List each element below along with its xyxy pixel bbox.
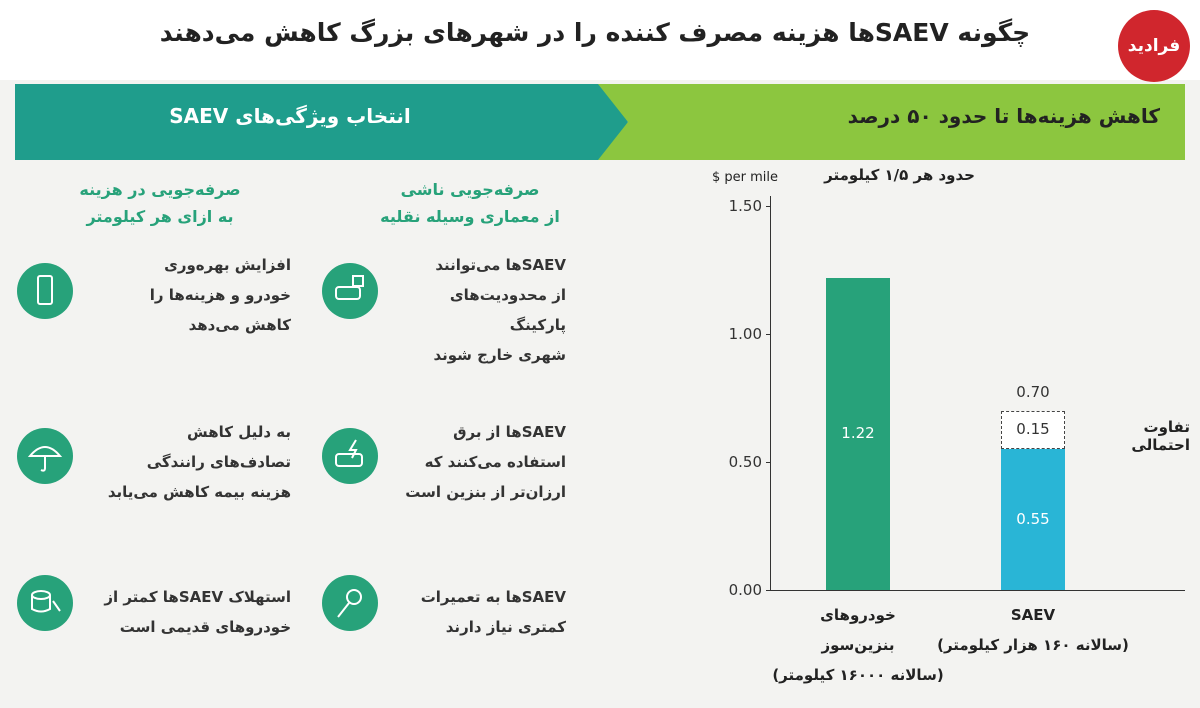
y-label: حدود هر ۱/۵ کیلومتر bbox=[824, 166, 975, 184]
logo: فرادید bbox=[1118, 10, 1190, 82]
x-tick-label: SAEV (سالانه ۱۶۰ هزار کیلومتر) bbox=[937, 606, 1129, 654]
bar bbox=[826, 277, 890, 590]
feature-text: SAEVها از برق استفاده می‌کنند که ارزان‌ت… bbox=[405, 423, 566, 501]
icon-parking bbox=[322, 263, 378, 319]
y-tick bbox=[766, 462, 770, 464]
icon-electric bbox=[322, 428, 378, 484]
y-tick-label: 0.00 bbox=[728, 581, 762, 599]
feature-text: SAEVها می‌توانند از محدودیت‌های پارکینگ … bbox=[433, 256, 566, 364]
x-tick-label: خودروهای بنزین‌سوز (سالانه ۱۶۰۰۰ کیلومتر… bbox=[772, 606, 944, 684]
icon-phone bbox=[17, 263, 73, 319]
header-bg bbox=[0, 0, 1200, 80]
bar bbox=[1001, 449, 1065, 590]
feature-text: به دلیل کاهش تصادف‌های رانندگی هزینه بیم… bbox=[107, 423, 291, 501]
bar bbox=[1001, 410, 1065, 450]
column-heading: صرفه‌جویی در هزینه به ازای هر کیلومتر bbox=[79, 180, 241, 226]
icon-umbrella bbox=[17, 428, 73, 484]
y-tick bbox=[766, 590, 770, 591]
feature-text: استهلاک SAEVها کمتر از خودروهای قدیمی اس… bbox=[104, 588, 291, 636]
y-tick bbox=[766, 206, 770, 208]
total-label: 0.70 bbox=[1016, 382, 1050, 401]
icon-repair bbox=[322, 575, 378, 631]
title: چگونه SAEVها هزینه مصرف کننده را در شهره… bbox=[159, 18, 1031, 47]
banner-right-text: کاهش هزینه‌ها تا حدود ۵۰ درصد bbox=[847, 104, 1160, 128]
column-heading: صرفه‌جویی ناشی از معماری وسیله نقلیه bbox=[380, 180, 560, 226]
x-axis bbox=[770, 590, 1185, 591]
y-unit: $ per mile bbox=[712, 170, 779, 185]
y-tick bbox=[766, 334, 770, 336]
y-axis bbox=[770, 196, 771, 590]
banner-left bbox=[15, 84, 628, 160]
y-tick-label: 1.50 bbox=[728, 197, 762, 216]
banner-left-text: انتخاب ویژگی‌های SAEV bbox=[169, 104, 411, 128]
banner-right bbox=[590, 84, 1185, 160]
y-tick-label: 0.50 bbox=[728, 453, 762, 472]
value-label: 0.15 bbox=[1016, 420, 1050, 439]
value-label: 1.22 bbox=[841, 423, 875, 442]
value-label: 0.55 bbox=[1016, 509, 1050, 528]
annotation: تفاوت احتمالی bbox=[1131, 418, 1190, 455]
feature-text: افزایش بهره‌وری خودرو و هزینه‌ها را کاهش… bbox=[149, 256, 291, 334]
feature-text: SAEVها به تعمیرات کمتری نیاز دارند bbox=[420, 588, 566, 636]
y-tick-label: 1.00 bbox=[728, 325, 762, 344]
icon-coins bbox=[17, 575, 73, 631]
banners bbox=[15, 84, 1185, 160]
